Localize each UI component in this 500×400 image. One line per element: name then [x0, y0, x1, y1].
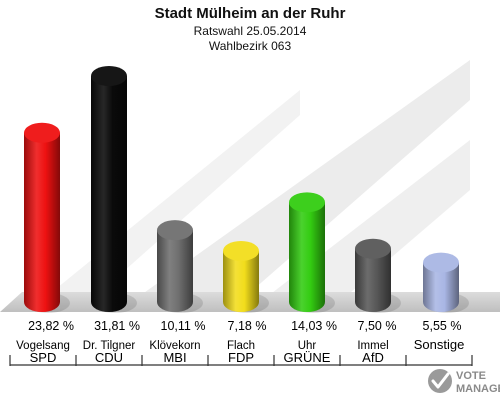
party-label-mbi: MBI [163, 350, 186, 365]
bar-sonstige [423, 252, 469, 313]
candidate-labels: Vogelsang Dr. Tilgner Klövekorn Flach Uh… [16, 340, 389, 352]
candidate-label-cdu: Dr. Tilgner [83, 340, 136, 352]
candidate-label-fdp: Flach [227, 340, 255, 352]
bar-cdu [91, 66, 137, 313]
candidate-label-spd: Vogelsang [16, 340, 70, 352]
bar-gruene [289, 192, 335, 313]
value-label-cdu: 31,81 % [94, 319, 140, 333]
chart-subtitle-line-2: Wahlbezirk 063 [209, 39, 292, 53]
party-label-spd: SPD [30, 350, 57, 365]
value-label-gruene: 14,03 % [291, 319, 337, 333]
party-label-cdu: CDU [95, 350, 123, 365]
bar-fdp [223, 240, 269, 313]
bars-group [24, 66, 469, 313]
vote-manager-logo: VOTE MANAGER [428, 369, 500, 395]
bar-mbi [157, 220, 203, 313]
logo-line-2: MANAGER [456, 383, 500, 395]
value-label-afd: 7,50 % [358, 319, 397, 333]
chart-title: Stadt Mülheim an der Ruhr [155, 5, 346, 22]
chart-subtitle-line-1: Ratswahl 25.05.2014 [194, 24, 307, 38]
value-label-mbi: 10,11 % [161, 319, 206, 333]
value-label-fdp: 7,18 % [228, 319, 267, 333]
category-axis [9, 355, 473, 366]
candidate-label-mbi: Klövekorn [149, 340, 200, 352]
party-labels: SPD CDU MBI FDP GRÜNE AfD Sonstige [30, 337, 465, 365]
check-mark-icon [428, 369, 452, 393]
value-labels: 23,82 % 31,81 % 10,11 % 7,18 % 14,03 % 7… [28, 319, 461, 333]
bar-afd [355, 238, 401, 313]
party-label-gruene: GRÜNE [284, 350, 331, 365]
party-label-afd: AfD [362, 350, 384, 365]
value-label-sonstige: 5,55 % [423, 319, 462, 333]
candidate-label-afd: Immel [357, 340, 388, 352]
logo-line-1: VOTE [456, 370, 486, 382]
party-label-fdp: FDP [228, 350, 254, 365]
bar-spd [24, 122, 70, 313]
value-label-spd: 23,82 % [28, 319, 74, 333]
candidate-label-gruene: Uhr [298, 340, 317, 352]
party-label-sonstige: Sonstige [414, 337, 465, 352]
